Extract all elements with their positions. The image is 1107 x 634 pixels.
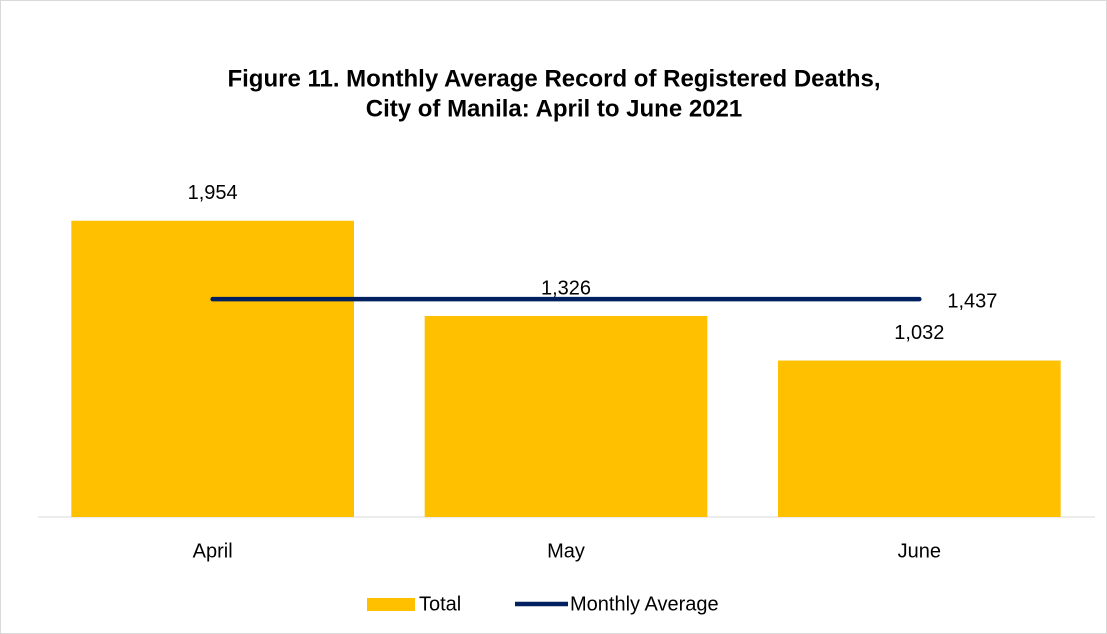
bar: [71, 220, 354, 517]
x-tick-label: May: [547, 540, 585, 562]
legend-label: Monthly Average: [570, 593, 719, 615]
data-label: 1,954: [188, 182, 238, 204]
legend-label: Total: [419, 593, 461, 615]
legend-swatch: [367, 598, 415, 611]
x-tick-label: April: [193, 540, 233, 562]
data-label: 1,437: [947, 290, 997, 312]
chart-title: City of Manila: April to June 2021: [366, 95, 743, 122]
bar: [424, 315, 708, 517]
data-label: 1,326: [541, 277, 591, 299]
data-label: 1,032: [894, 322, 944, 344]
chart-title: Figure 11. Monthly Average Record of Reg…: [227, 65, 880, 92]
bar: [778, 360, 1061, 517]
x-tick-label: June: [898, 540, 941, 562]
